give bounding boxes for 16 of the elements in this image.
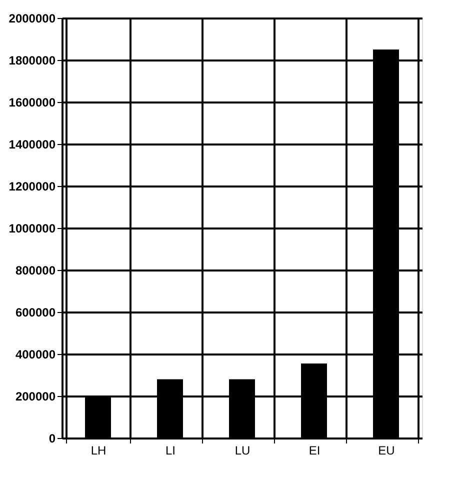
x-tick-label: LI (165, 444, 176, 458)
x-tick-label: LU (234, 444, 250, 458)
y-tick-label: 1800000 (8, 54, 56, 68)
y-tick-label: 2000000 (8, 12, 56, 26)
y-tick-label: 1600000 (8, 96, 56, 110)
y-tick-label: 1400000 (8, 138, 56, 152)
y-tick-label: 600000 (15, 306, 56, 320)
y-tick-label: 800000 (15, 264, 56, 278)
y-tick-label: 200000 (15, 390, 56, 404)
x-tick-label: EU (378, 444, 395, 458)
x-tick-label: EI (308, 444, 320, 458)
y-tick-label: 400000 (15, 348, 56, 362)
y-tick-label: 0 (48, 432, 56, 446)
y-tick-label: 1000000 (8, 222, 56, 236)
y-tick-label: 1200000 (8, 180, 56, 194)
x-tick-label: LH (90, 444, 106, 458)
